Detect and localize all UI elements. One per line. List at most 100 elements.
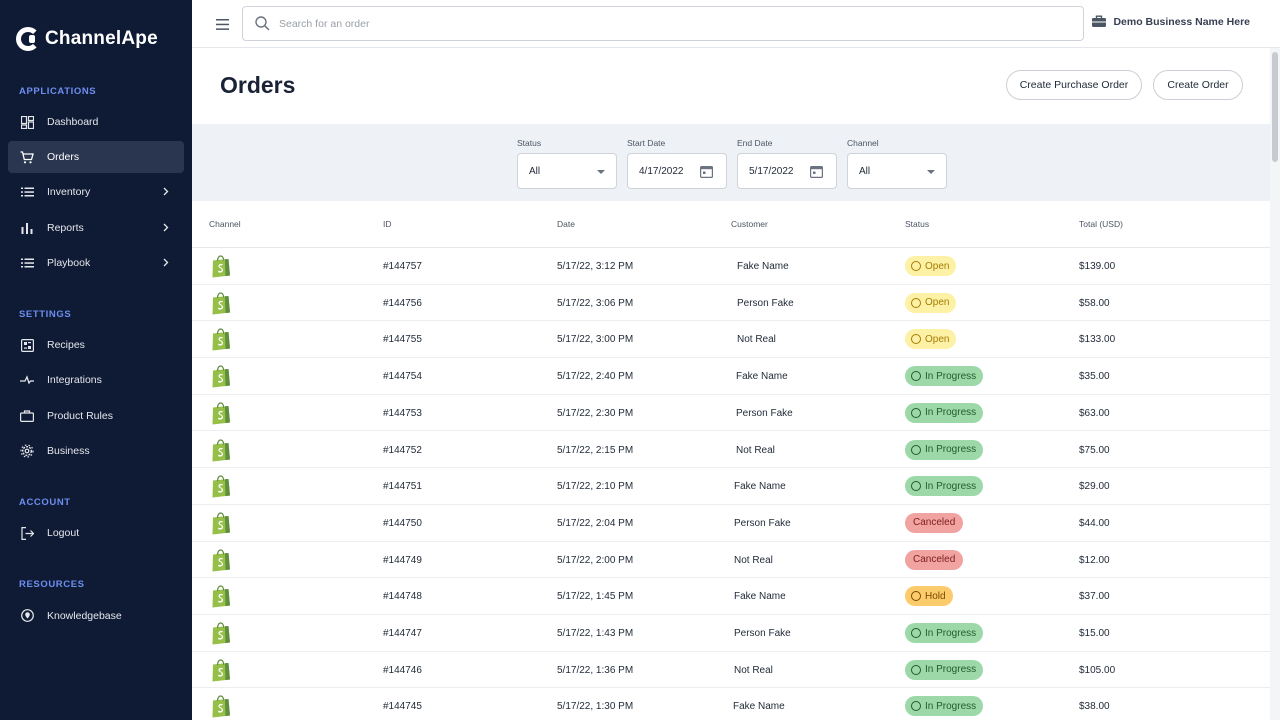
sidebar-item-reports[interactable]: Reports xyxy=(8,212,184,244)
status-badge: In Progress xyxy=(905,439,984,460)
order-total: $75.00 xyxy=(1079,444,1110,456)
order-id[interactable]: #144752 xyxy=(383,444,422,456)
logo-icon xyxy=(16,27,40,51)
sidebar-item-recipes[interactable]: Recipes xyxy=(8,329,184,361)
order-total: $105.00 xyxy=(1079,664,1116,676)
status-label: Open xyxy=(925,333,950,345)
status-label: In Progress xyxy=(925,700,977,712)
status-badge: Open xyxy=(905,292,957,313)
location-pin-icon xyxy=(20,609,34,623)
vertical-scrollbar[interactable] xyxy=(1270,48,1280,720)
table-row[interactable]: #144753 5/17/22, 2:30 PM Person Fake In Pro… xyxy=(192,395,1270,432)
sidebar-item-label: Recipes xyxy=(47,339,85,351)
order-date: 5/17/22, 1:30 PM xyxy=(557,701,634,713)
end-date-input[interactable]: 5/17/2022 xyxy=(737,153,837,189)
end-date-filter: End Date 5/17/2022 xyxy=(737,138,837,189)
calendar-icon[interactable] xyxy=(810,165,824,179)
table-row[interactable]: #144757 5/17/22, 3:12 PM Fake Name Open $139… xyxy=(192,248,1270,285)
channel-select[interactable]: All xyxy=(847,153,947,189)
table-row[interactable]: #144751 5/17/22, 2:10 PM Fake Name In Progr… xyxy=(192,468,1270,505)
order-id[interactable]: #144749 xyxy=(383,554,422,566)
status-label: In Progress xyxy=(925,664,977,676)
sidebar-item-integrations[interactable]: Integrations xyxy=(8,364,184,396)
sidebar-item-orders[interactable]: Orders xyxy=(8,141,184,173)
column-header-total[interactable]: Total (USD) xyxy=(1079,219,1123,229)
order-id[interactable]: #144753 xyxy=(383,407,422,419)
status-label: Hold xyxy=(925,590,946,602)
table-row[interactable]: #144746 5/17/22, 1:36 PM Not Real In Progre… xyxy=(192,652,1270,689)
business-selector[interactable]: Demo Business Name Here xyxy=(1092,15,1250,29)
sidebar-item-logout[interactable]: Logout xyxy=(8,517,184,549)
section-title-account: ACCOUNT xyxy=(19,497,71,508)
table-row[interactable]: #144748 5/17/22, 1:45 PM Fake Name Hold $37.… xyxy=(192,578,1270,615)
logout-icon xyxy=(20,526,34,540)
table-row[interactable]: #144752 5/17/22, 2:15 PM Not Real In Progre… xyxy=(192,432,1270,469)
column-header-customer[interactable]: Customer xyxy=(731,219,768,229)
create-purchase-order-button[interactable]: Create Purchase Order xyxy=(1006,70,1142,100)
table-row[interactable]: #144750 5/17/22, 2:04 PM Person Fake Cancel… xyxy=(192,505,1270,542)
order-id[interactable]: #144757 xyxy=(383,261,422,272)
column-header-id[interactable]: ID xyxy=(383,219,392,229)
sidebar-item-knowledgebase[interactable]: Knowledgebase xyxy=(8,600,184,632)
status-circle-icon xyxy=(911,591,921,602)
sidebar-item-playbook[interactable]: Playbook xyxy=(8,247,184,279)
start-date-value: 4/17/2022 xyxy=(639,165,684,177)
table-row[interactable]: #144749 5/17/22, 2:00 PM Not Real Canceled $… xyxy=(192,542,1270,579)
status-label: In Progress xyxy=(925,444,977,455)
dashboard-icon xyxy=(20,115,34,129)
customer-name: Fake Name xyxy=(733,701,785,713)
status-badge: In Progress xyxy=(905,476,984,497)
order-date: 5/17/22, 2:15 PM xyxy=(557,444,634,456)
table-row[interactable]: #144745 5/17/22, 1:30 PM Fake Name In Progr… xyxy=(192,688,1270,720)
calendar-icon[interactable] xyxy=(700,165,714,179)
menu-icon[interactable] xyxy=(216,17,229,30)
sidebar-item-inventory[interactable]: Inventory xyxy=(8,176,184,208)
customer-name: Person Fake xyxy=(737,297,794,309)
order-id[interactable]: #144751 xyxy=(383,481,422,493)
scrollbar-thumb[interactable] xyxy=(1272,52,1278,162)
shopify-icon xyxy=(210,474,232,498)
order-id[interactable]: #144748 xyxy=(383,591,422,603)
sidebar-item-dashboard[interactable]: Dashboard xyxy=(8,106,184,138)
status-filter: Status All xyxy=(517,138,617,189)
customer-name: Not Real xyxy=(736,444,775,456)
order-id[interactable]: #144747 xyxy=(383,628,422,639)
order-id[interactable]: #144750 xyxy=(383,517,422,529)
sidebar-item-product-rules[interactable]: Product Rules xyxy=(8,400,184,432)
order-id[interactable]: #144746 xyxy=(383,664,422,676)
table-row[interactable]: #144756 5/17/22, 3:06 PM Person Fake Open $5… xyxy=(192,285,1270,322)
order-id[interactable]: #144745 xyxy=(383,701,422,713)
status-select[interactable]: All xyxy=(517,153,617,189)
order-date: 5/17/22, 2:40 PM xyxy=(557,371,634,383)
table-row[interactable]: #144755 5/17/22, 3:00 PM Not Real Open $133.… xyxy=(192,321,1270,359)
column-header-status[interactable]: Status xyxy=(905,219,930,229)
status-circle-icon xyxy=(911,444,921,455)
topbar: Demo Business Name Here xyxy=(192,0,1280,48)
order-id[interactable]: #144755 xyxy=(383,334,422,346)
column-header-channel[interactable]: Channel xyxy=(209,219,241,229)
table-row[interactable]: #144747 5/17/22, 1:43 PM Person Fake In Pro… xyxy=(192,615,1270,652)
shopify-icon xyxy=(210,291,232,315)
order-id[interactable]: #144754 xyxy=(383,371,422,383)
table-row[interactable]: #144754 5/17/22, 2:40 PM Fake Name In Progr… xyxy=(192,358,1270,395)
order-date: 5/17/22, 1:36 PM xyxy=(557,664,634,676)
sidebar-item-business[interactable]: Business xyxy=(8,435,184,467)
order-id[interactable]: #144756 xyxy=(383,297,422,309)
chevron-right-icon xyxy=(161,222,171,232)
search-bar[interactable] xyxy=(242,6,1084,41)
order-date: 5/17/22, 3:06 PM xyxy=(557,297,634,309)
status-label: Open xyxy=(925,260,950,272)
bar-chart-icon xyxy=(20,221,34,235)
shopify-icon xyxy=(210,401,232,425)
create-order-button[interactable]: Create Order xyxy=(1153,70,1243,100)
start-date-input[interactable]: 4/17/2022 xyxy=(627,153,727,189)
customer-name: Person Fake xyxy=(734,517,791,529)
column-header-date[interactable]: Date xyxy=(557,219,575,229)
integrations-icon xyxy=(20,373,34,387)
status-label: In Progress xyxy=(925,627,977,639)
brand-logo[interactable]: ChannelApe xyxy=(16,25,158,53)
shopify-icon xyxy=(210,584,232,608)
search-input[interactable] xyxy=(279,17,979,30)
channel-filter-label: Channel xyxy=(847,138,879,148)
cart-icon xyxy=(20,150,34,164)
